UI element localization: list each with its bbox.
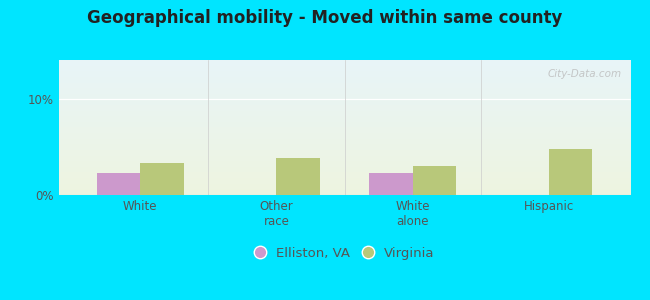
Legend: Elliston, VA, Virginia: Elliston, VA, Virginia <box>248 240 441 267</box>
Bar <box>140 163 184 195</box>
Text: Geographical mobility - Moved within same county: Geographical mobility - Moved within sam… <box>87 9 563 27</box>
Text: City-Data.com: City-Data.com <box>548 69 622 80</box>
Bar <box>97 173 140 195</box>
Bar <box>549 149 592 195</box>
Bar <box>369 173 413 195</box>
Bar <box>276 158 320 195</box>
Bar <box>413 166 456 195</box>
